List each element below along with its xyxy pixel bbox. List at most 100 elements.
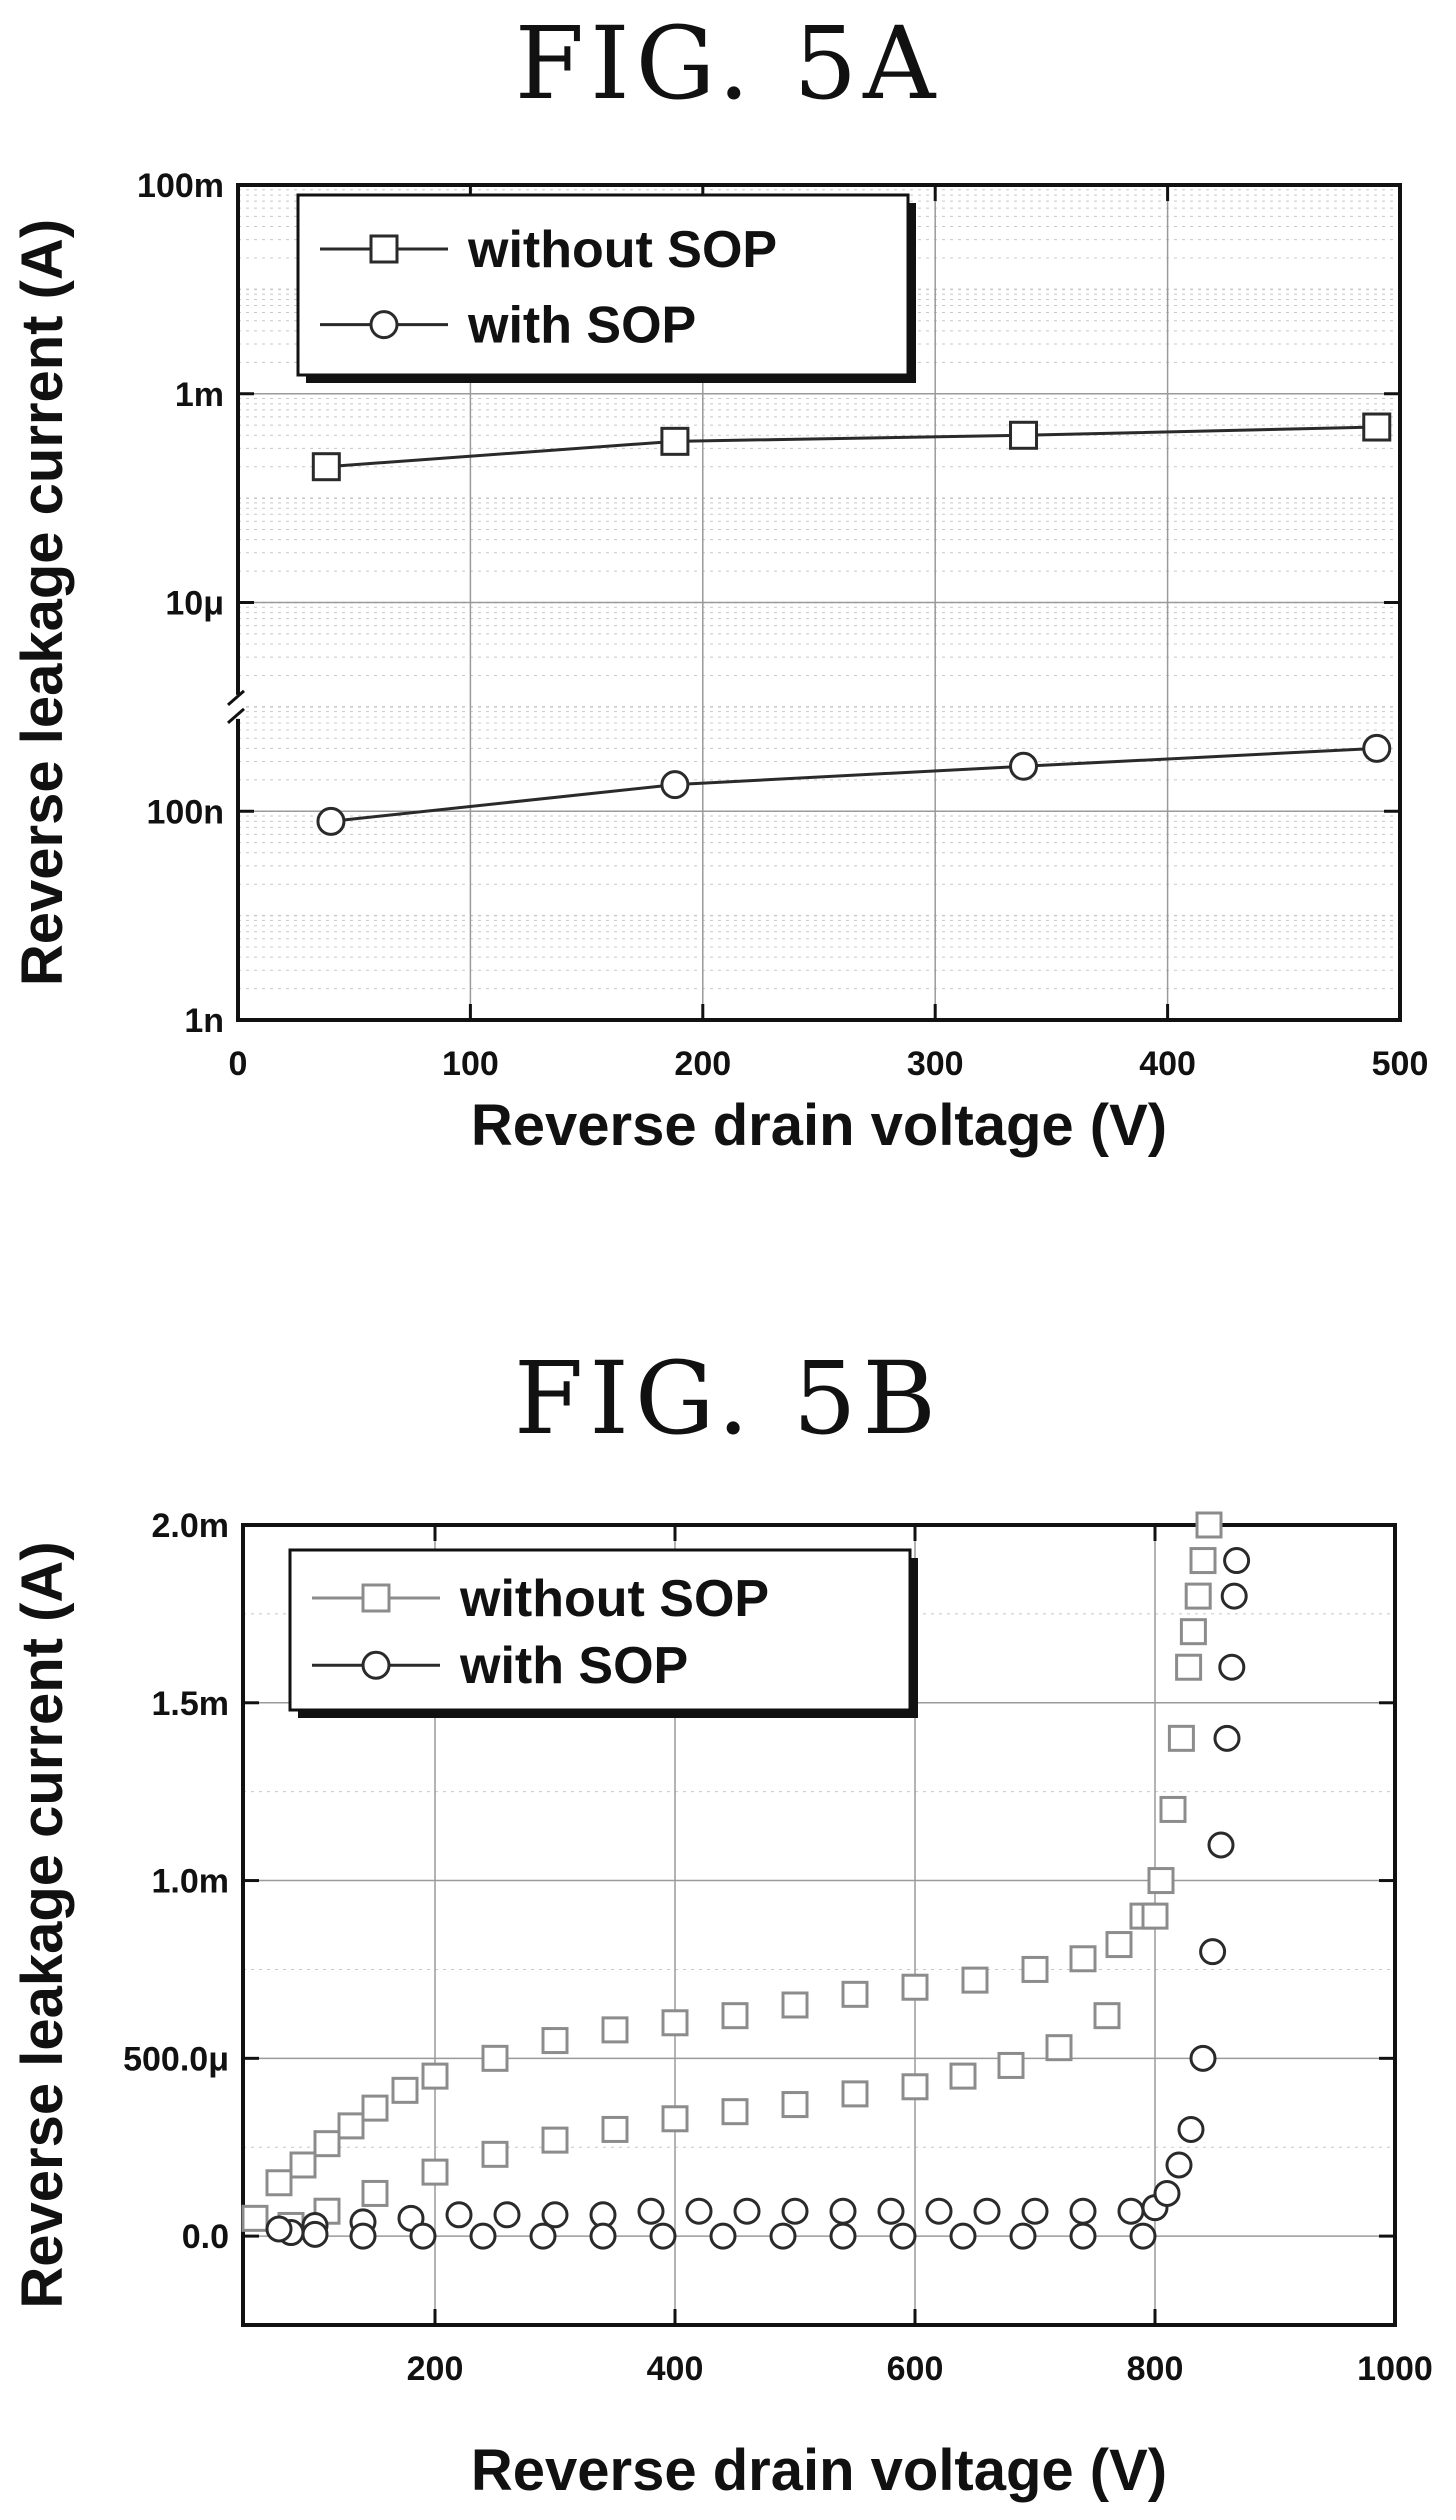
legend-box xyxy=(288,1548,912,1712)
data-point xyxy=(997,2051,1025,2079)
axis-break-mark xyxy=(227,707,245,725)
x-tick-label: 400 xyxy=(647,2350,704,2388)
data-point xyxy=(265,2215,293,2243)
data-point xyxy=(361,2094,389,2122)
data-point xyxy=(733,2197,761,2225)
data-point xyxy=(409,2222,437,2250)
data-point xyxy=(637,2197,665,2225)
legend-label: with SOP xyxy=(459,1637,688,1695)
data-point xyxy=(1141,1902,1169,1930)
data-point xyxy=(1069,1945,1097,1973)
data-point xyxy=(721,2002,749,2030)
data-point xyxy=(889,2222,917,2250)
data-point xyxy=(1207,1831,1235,1859)
data-point xyxy=(660,426,690,456)
data-point xyxy=(769,2222,797,2250)
data-point xyxy=(1069,2197,1097,2225)
data-point xyxy=(1009,751,1039,781)
data-point xyxy=(949,2062,977,2090)
data-point xyxy=(841,1980,869,2008)
y-tick-label: 100n xyxy=(147,793,225,831)
x-tick-label: 800 xyxy=(1127,2350,1184,2388)
data-point xyxy=(973,2197,1001,2225)
data-point xyxy=(241,2204,269,2232)
legend-label: with SOP xyxy=(467,297,696,355)
y-tick-label: 2.0m xyxy=(152,1507,230,1545)
data-point xyxy=(313,2130,341,2158)
data-point xyxy=(481,2044,509,2072)
data-point xyxy=(529,2222,557,2250)
data-point xyxy=(541,2201,569,2229)
data-point xyxy=(1220,1582,1248,1610)
data-point xyxy=(709,2222,737,2250)
data-point xyxy=(289,2151,317,2179)
y-axis-title: Reverse leakage current (A) xyxy=(10,1541,75,2308)
ticks: 200 400 600 800 1000 0.0 500.0μ 1.0m 1.5m 2.0m xyxy=(123,1507,1433,2388)
figure-5a-chart: 0 100 200 300 400 500 1n 100n 10μ 1m 100m Reverse d… xyxy=(10,167,1429,1158)
data-point xyxy=(1009,2222,1037,2250)
series-with-sop xyxy=(316,733,1392,836)
data-point xyxy=(901,1973,929,2001)
data-point xyxy=(1129,2222,1157,2250)
data-point xyxy=(1218,1653,1246,1681)
x-tick-label: 0 xyxy=(229,1045,248,1083)
legend: without SOP with SOP xyxy=(296,193,916,383)
data-point xyxy=(1179,1618,1207,1646)
data-point xyxy=(1153,2179,1181,2207)
data-point xyxy=(1175,1653,1203,1681)
data-point xyxy=(1093,2002,1121,2030)
data-point xyxy=(391,2076,419,2104)
data-point xyxy=(829,2197,857,2225)
data-point xyxy=(1199,1938,1227,1966)
x-tick-label: 200 xyxy=(674,1045,731,1083)
x-tick-label: 500 xyxy=(1372,1045,1429,1083)
data-point xyxy=(421,2062,449,2090)
data-point xyxy=(349,2222,377,2250)
data-point xyxy=(1362,412,1392,442)
data-point xyxy=(421,2158,449,2186)
data-point xyxy=(721,2098,749,2126)
data-point xyxy=(961,1966,989,1994)
y-axis-title: Reverse leakage current (A) xyxy=(10,219,75,986)
data-point xyxy=(1117,2197,1145,2225)
y-tick-label: 1.0m xyxy=(152,1863,230,1901)
x-tick-label: 200 xyxy=(407,2350,464,2388)
data-point xyxy=(949,2222,977,2250)
data-point xyxy=(265,2169,293,2197)
legend-marker-circle xyxy=(361,1650,391,1680)
figure-5b-chart: 200 400 600 800 1000 0.0 500.0μ 1.0m 1.5m 2.0m Rev… xyxy=(10,1507,1433,2503)
data-point xyxy=(301,2220,329,2248)
plot-frame xyxy=(241,1523,1397,2327)
y-tick-label: 1n xyxy=(184,1002,224,1040)
data-point xyxy=(541,2027,569,2055)
data-point xyxy=(311,452,341,482)
data-point xyxy=(781,2197,809,2225)
data-point xyxy=(1223,1547,1251,1575)
legend-marker-square xyxy=(369,234,399,264)
data-point xyxy=(660,770,690,800)
data-point xyxy=(589,2222,617,2250)
data-point xyxy=(685,2197,713,2225)
legend-label: without SOP xyxy=(467,221,777,279)
data-point xyxy=(877,2197,905,2225)
data-point xyxy=(469,2222,497,2250)
data-point xyxy=(1184,1582,1212,1610)
data-point xyxy=(1105,1931,1133,1959)
y-tick-label: 1.5m xyxy=(152,1685,230,1723)
data-point xyxy=(1021,2197,1049,2225)
data-point xyxy=(781,1991,809,2019)
x-tick-label: 100 xyxy=(442,1045,499,1083)
data-point xyxy=(925,2197,953,2225)
data-point xyxy=(541,2126,569,2154)
data-point xyxy=(829,2222,857,2250)
data-point xyxy=(361,2179,389,2207)
data-point xyxy=(1021,1955,1049,1983)
data-point xyxy=(1213,1724,1241,1752)
data-point xyxy=(337,2112,365,2140)
series-with-sop xyxy=(265,1547,1251,2250)
data-point xyxy=(781,2091,809,2119)
data-point xyxy=(445,2201,473,2229)
x-axis-title: Reverse drain voltage (V) xyxy=(471,2438,1167,2503)
y-tick-label: 0.0 xyxy=(182,2218,229,2256)
series-line xyxy=(326,425,1377,469)
